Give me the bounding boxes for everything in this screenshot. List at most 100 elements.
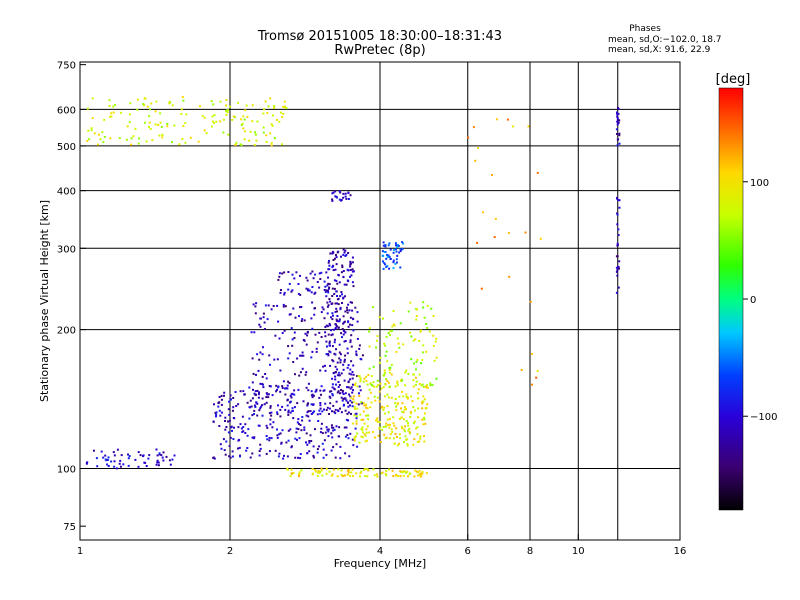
data-point [203,116,206,119]
data-point [397,475,400,478]
data-point [372,431,375,433]
data-point [259,443,262,446]
data-point [261,397,264,400]
data-point [416,426,419,429]
data-point [408,473,411,476]
y-tick-label: 75 [63,522,76,533]
data-point [395,244,397,247]
data-point [358,347,361,350]
data-point [311,286,314,288]
data-point [265,452,268,455]
data-point [342,475,345,478]
data-point [353,437,356,440]
data-point [283,100,286,103]
data-point [267,393,270,396]
data-point [303,319,306,322]
data-point [358,385,361,388]
data-point [312,454,315,457]
data-point [417,388,420,391]
data-point [88,138,90,141]
data-point [356,337,359,340]
data-point [274,449,277,452]
data-point [231,455,234,458]
data-point [616,223,619,226]
data-point [338,198,341,201]
data-point [385,474,388,477]
data-point [254,133,257,136]
data-point [402,470,405,473]
data-point [180,112,183,115]
data-point [350,412,352,415]
data-point [323,280,326,283]
data-point [310,394,313,397]
data-point [277,320,280,323]
data-point [225,109,228,112]
data-point [296,357,299,360]
data-point [344,310,347,313]
data-point [300,320,303,322]
data-point [345,426,348,429]
data-point [341,302,343,304]
data-point [407,422,409,425]
data-point [376,473,378,476]
data-point [297,292,300,295]
data-point [617,122,620,125]
data-point [319,412,322,415]
data-point [328,264,331,267]
data-point [315,388,318,391]
data-point [354,306,357,309]
data-point [327,290,329,292]
data-point [422,306,425,309]
data-point [349,368,352,371]
data-point [431,384,434,387]
data-point [320,336,323,338]
data-point [412,379,415,382]
data-point [333,279,336,282]
data-point [349,194,352,197]
data-point [360,470,363,473]
data-point [339,445,342,448]
data-point [385,266,388,268]
data-point [162,459,165,462]
data-point [331,318,334,321]
data-point [180,108,183,111]
data-point [265,396,268,399]
data-point [402,418,405,421]
data-point [393,442,396,445]
data-point [300,469,303,472]
data-point [347,198,350,200]
data-point [616,117,619,120]
data-point [399,250,402,252]
data-point [340,469,343,472]
data-point [404,435,407,438]
data-point [232,397,235,399]
data-point [273,107,276,109]
data-point [378,427,381,430]
data-point [385,470,388,472]
data-point [617,234,620,237]
data-point [278,120,281,123]
data-point [328,268,331,271]
data-point [231,409,234,412]
data-point [146,105,149,108]
data-point [232,438,235,440]
data-point [250,331,253,334]
data-point [358,392,360,395]
data-point [275,384,278,387]
data-point [312,456,315,459]
data-point [228,413,231,416]
data-point [412,406,415,409]
data-point [297,422,300,425]
data-point [394,398,397,400]
data-point [225,426,228,428]
data-point [362,380,365,383]
data-point [276,118,278,121]
data-point [392,249,395,251]
data-point [125,138,128,141]
data-point [329,252,332,255]
data-point [617,265,620,268]
data-point [229,456,232,459]
data-point [325,453,328,456]
data-point [352,389,354,392]
